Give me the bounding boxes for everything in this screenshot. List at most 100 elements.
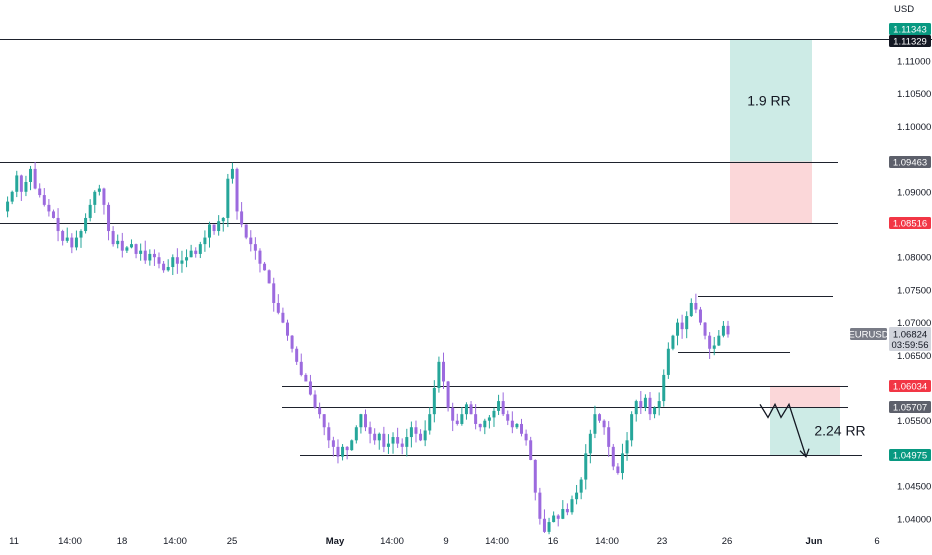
candle-body xyxy=(217,221,221,232)
candle-body xyxy=(469,404,473,415)
candle-body xyxy=(226,178,230,218)
candle-body xyxy=(152,253,156,258)
candle-body xyxy=(6,201,10,212)
time-tick-label: 14:00 xyxy=(163,536,187,547)
price-badge xyxy=(889,156,931,168)
time-tick-label: 23 xyxy=(657,536,668,547)
candle-body xyxy=(331,440,335,447)
short-rr-label: 2.24 RR xyxy=(814,423,865,439)
candle-body xyxy=(207,224,211,238)
time-axis[interactable]: 11 14:00 18 14:00 25 May 14:00 9 14:00 16 14:00 23 2… xyxy=(9,536,880,547)
candle-body xyxy=(446,381,450,408)
symbol-badge xyxy=(850,328,887,340)
candle-body xyxy=(547,522,551,532)
candle-body xyxy=(584,453,588,480)
candle-body xyxy=(653,407,657,415)
candle-body xyxy=(65,237,69,241)
candle-body xyxy=(42,195,46,205)
candle-body xyxy=(33,168,37,189)
price-badge-label: 1.06034 xyxy=(893,382,927,393)
candle-body xyxy=(478,423,482,428)
rr-labels: 1.9 RR 2.24 RR xyxy=(747,93,865,439)
candle-body xyxy=(703,322,707,336)
price-tick-label: 1.10500 xyxy=(897,89,931,100)
candle-body xyxy=(267,270,271,284)
candle-body xyxy=(487,417,491,421)
candle-body xyxy=(107,204,111,232)
candle-body xyxy=(285,322,289,336)
candle-body xyxy=(698,309,702,323)
candle-body xyxy=(630,414,634,441)
price-tick-label: 1.08000 xyxy=(897,253,931,264)
candle-body xyxy=(721,325,725,336)
price-tick-label: 1.09000 xyxy=(897,187,931,198)
candle-body xyxy=(409,427,413,438)
price-tick-label: 1.05500 xyxy=(897,416,931,427)
candle-body xyxy=(185,257,189,261)
candle-body xyxy=(364,414,367,428)
candle-body xyxy=(74,237,78,248)
price-badge xyxy=(889,380,931,392)
price-badge-label: 1.08516 xyxy=(893,219,927,230)
price-axis[interactable]: USD 1.110001.105001.100001.095001.090001… xyxy=(894,4,931,525)
candle-body xyxy=(611,446,615,467)
candle-body xyxy=(570,499,574,513)
candle-body xyxy=(483,420,487,428)
sketch-arrowhead xyxy=(799,448,810,458)
candle-body xyxy=(538,492,542,519)
candle-body xyxy=(203,237,207,245)
candle-body xyxy=(414,427,418,434)
candle-body xyxy=(125,247,129,251)
candle-body xyxy=(308,381,312,395)
candle-body xyxy=(134,244,138,254)
candle-body xyxy=(662,374,666,402)
candle-body xyxy=(579,479,583,493)
candle-body xyxy=(598,414,602,421)
candle-body xyxy=(61,231,65,241)
time-tick-label: 25 xyxy=(227,536,238,547)
time-tick-label: 9 xyxy=(443,536,448,547)
candle-body xyxy=(189,250,193,258)
candle-body xyxy=(354,427,358,441)
candle-body xyxy=(368,427,372,434)
candle-body xyxy=(29,168,33,182)
candle-body xyxy=(84,217,88,232)
position-zones xyxy=(730,39,840,456)
candle-body xyxy=(552,515,556,523)
candle-body xyxy=(313,394,317,408)
candle-body xyxy=(515,423,519,428)
candle-body xyxy=(253,244,257,251)
long-target-zone xyxy=(730,39,812,162)
candle-body xyxy=(607,427,611,447)
candle-body xyxy=(97,188,101,192)
candle-body xyxy=(38,188,42,196)
candle-body xyxy=(464,404,468,415)
candle-body xyxy=(10,191,14,202)
current-price-label: 1.06824 xyxy=(893,330,927,341)
candle-body xyxy=(276,302,280,313)
candle-body xyxy=(451,407,455,421)
candle-body xyxy=(666,348,670,375)
long-stop-zone xyxy=(730,161,812,224)
long-rr-label: 1.9 RR xyxy=(747,93,791,109)
price-tick-label: 1.04500 xyxy=(897,482,931,493)
countdown-label: 03:59:56 xyxy=(892,340,929,351)
candle-body xyxy=(15,175,19,192)
candle-body xyxy=(180,260,184,264)
price-badge-label: 1.11329 xyxy=(893,37,927,48)
candle-body xyxy=(322,414,326,428)
candle-body xyxy=(198,244,202,254)
time-tick-label: Jun xyxy=(806,536,823,547)
candle-body xyxy=(520,423,524,434)
candle-body xyxy=(350,440,354,451)
candle-body xyxy=(212,224,216,232)
candle-body xyxy=(428,414,432,431)
price-badge-label: 1.04975 xyxy=(893,451,927,462)
candle-body xyxy=(111,231,115,245)
price-tick-label: 1.11000 xyxy=(897,57,931,68)
candle-body xyxy=(620,453,624,474)
time-tick-label: 18 xyxy=(117,536,128,547)
